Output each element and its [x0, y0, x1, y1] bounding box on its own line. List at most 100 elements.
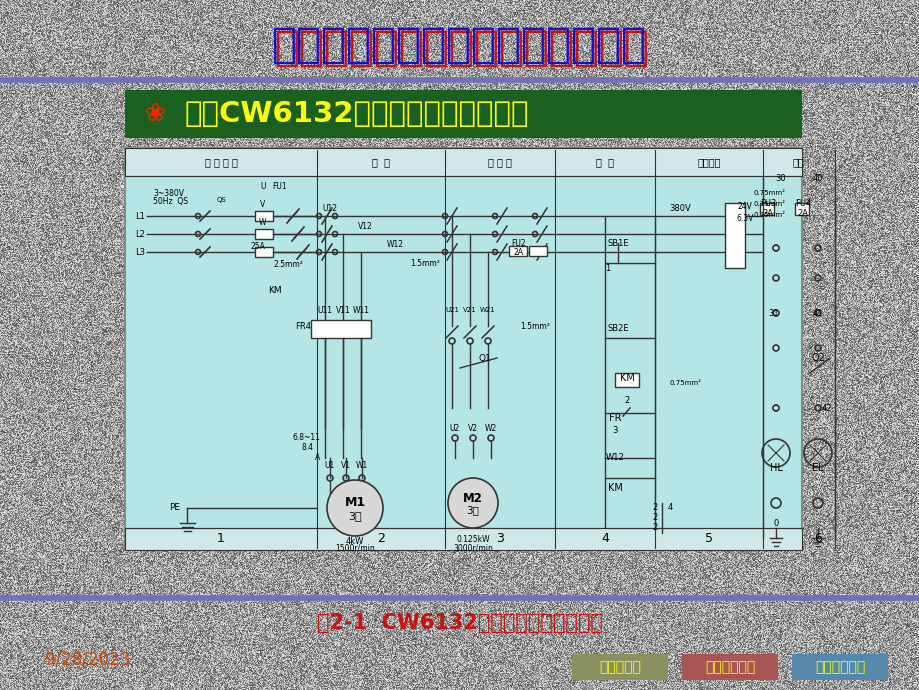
Bar — [125, 148, 801, 550]
Text: 30: 30 — [775, 173, 786, 182]
Bar — [125, 90, 801, 138]
Text: A: A — [315, 453, 321, 462]
Text: W11: W11 — [352, 306, 369, 315]
Text: 2A: 2A — [514, 248, 524, 257]
Text: 上一张幻灯片: 上一张幻灯片 — [704, 660, 754, 674]
Text: V2: V2 — [468, 424, 478, 433]
Text: QS: QS — [217, 197, 227, 203]
Text: W1: W1 — [356, 462, 368, 471]
Text: 2A: 2A — [762, 208, 773, 217]
Text: W2: W2 — [484, 424, 496, 433]
Text: 自锁、互锁、电机控制等基本电路: 自锁、互锁、电机控制等基本电路 — [271, 24, 646, 66]
Text: 2.5mm²: 2.5mm² — [273, 259, 302, 268]
Bar — [311, 320, 370, 338]
Text: V11: V11 — [335, 306, 350, 315]
Text: U21: U21 — [445, 307, 459, 313]
Text: L1: L1 — [135, 212, 144, 221]
Bar — [528, 246, 547, 256]
Text: L3: L3 — [135, 248, 145, 257]
Text: 电 源 开 关: 电 源 开 关 — [204, 157, 237, 167]
Text: 0: 0 — [773, 518, 777, 527]
Bar — [681, 654, 777, 680]
Text: FR4: FR4 — [295, 322, 311, 331]
Text: 1.5mm²: 1.5mm² — [410, 259, 439, 268]
Text: 图2-1  CW6132型普通车床电气原理图: 图2-1 CW6132型普通车床电气原理图 — [317, 613, 602, 633]
Text: 1500r/min: 1500r/min — [335, 544, 374, 553]
Text: KM: KM — [618, 373, 634, 383]
Text: V12: V12 — [357, 221, 372, 230]
Text: M1: M1 — [344, 497, 365, 509]
Text: 4: 4 — [600, 533, 608, 546]
Bar — [614, 373, 639, 387]
Text: 42: 42 — [821, 404, 832, 413]
Text: 2A: 2A — [797, 208, 808, 217]
Text: 下一张幻灯片: 下一张幻灯片 — [814, 660, 864, 674]
Text: 2: 2 — [624, 395, 629, 404]
Text: V: V — [260, 199, 266, 208]
Text: M2: M2 — [462, 491, 482, 504]
Text: 41: 41 — [811, 308, 823, 317]
Text: 31: 31 — [768, 308, 778, 317]
Text: 0.75mm²: 0.75mm² — [669, 380, 701, 386]
Bar — [255, 211, 273, 221]
Text: U: U — [260, 181, 266, 190]
Text: FU2: FU2 — [511, 239, 526, 248]
Text: 3: 3 — [612, 426, 617, 435]
Text: 0.75mm²: 0.75mm² — [754, 201, 785, 207]
Text: Q2: Q2 — [811, 353, 824, 363]
Text: 4: 4 — [666, 504, 672, 513]
Text: 8.4: 8.4 — [301, 442, 313, 451]
Text: 40: 40 — [811, 173, 823, 182]
Text: KM: KM — [607, 483, 622, 493]
Text: FR: FR — [608, 413, 620, 423]
Text: 6.3V: 6.3V — [735, 213, 753, 222]
Text: 50Hz  QS: 50Hz QS — [153, 197, 187, 206]
Bar — [255, 229, 273, 239]
Text: 冷 却 泵: 冷 却 泵 — [488, 157, 511, 167]
Text: 自锁、互锁、电机控制等基本电路: 自锁、互锁、电机控制等基本电路 — [274, 27, 649, 69]
Bar — [759, 203, 773, 215]
Circle shape — [448, 478, 497, 528]
Text: SB2E: SB2E — [607, 324, 628, 333]
Text: W21: W21 — [480, 307, 495, 313]
Text: PE: PE — [169, 504, 180, 513]
Text: EL: EL — [811, 463, 823, 473]
Bar — [724, 203, 744, 268]
Text: 3～: 3～ — [347, 511, 361, 521]
Text: 2: 2 — [377, 533, 384, 546]
Text: 例：CW6132型普通车床电气原理图: 例：CW6132型普通车床电气原理图 — [185, 100, 529, 128]
Text: 5: 5 — [704, 533, 712, 546]
Text: 1: 1 — [217, 533, 224, 546]
Bar — [255, 247, 273, 257]
Text: 9/28/2023: 9/28/2023 — [45, 651, 130, 669]
Text: L2: L2 — [135, 230, 144, 239]
Text: W12: W12 — [605, 453, 624, 462]
Text: 电源指示: 电源指示 — [697, 157, 720, 167]
Bar — [508, 246, 527, 256]
Bar — [125, 148, 801, 176]
Text: 24V: 24V — [737, 201, 752, 210]
Text: 3: 3 — [495, 533, 504, 546]
Text: KM: KM — [268, 286, 281, 295]
Text: Q1: Q1 — [478, 353, 491, 362]
Text: 照明: 照明 — [791, 157, 803, 167]
Text: 2: 2 — [652, 504, 657, 513]
Text: HL: HL — [768, 463, 781, 473]
Text: 主  轴: 主 轴 — [371, 157, 390, 167]
Text: FU1: FU1 — [272, 181, 287, 190]
Text: 25A: 25A — [250, 241, 266, 250]
Text: 1.5mm²: 1.5mm² — [519, 322, 550, 331]
Text: SB1E: SB1E — [607, 239, 628, 248]
Text: 控  制: 控 制 — [596, 157, 613, 167]
Text: W12: W12 — [386, 239, 403, 248]
Text: 0.125kW: 0.125kW — [456, 535, 489, 544]
Text: FU4: FU4 — [794, 199, 811, 208]
Text: U1: U1 — [324, 462, 335, 471]
Text: 返回第一张: 返回第一张 — [598, 660, 641, 674]
Text: 6.8~11: 6.8~11 — [291, 433, 320, 442]
Bar — [125, 528, 801, 550]
Text: 3000r/min: 3000r/min — [452, 544, 493, 553]
Bar — [572, 654, 667, 680]
Text: U11: U11 — [317, 306, 332, 315]
Text: 2: 2 — [652, 524, 657, 533]
